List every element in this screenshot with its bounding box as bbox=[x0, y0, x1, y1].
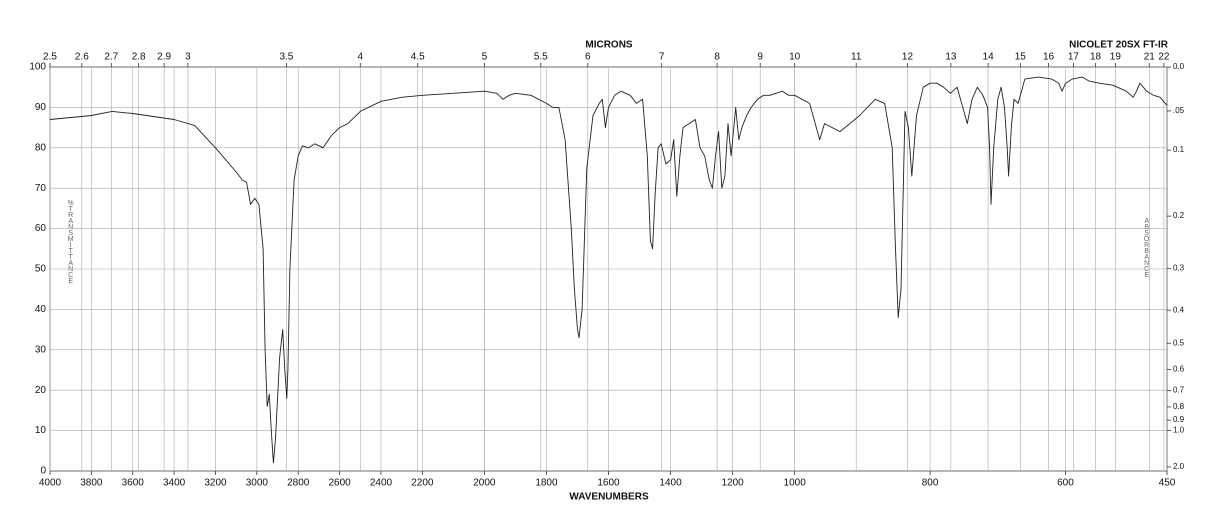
x-tick-label: 1800 bbox=[535, 478, 558, 489]
spectrum-line bbox=[49, 76, 1168, 464]
x2-tick-label: 2.5 bbox=[43, 52, 57, 63]
x2-tick-label: 21 bbox=[1144, 52, 1156, 63]
x2-tick-label: 2.6 bbox=[75, 52, 89, 63]
x2-tick-label: 18 bbox=[1090, 52, 1102, 63]
x-tick-label: 600 bbox=[1057, 478, 1074, 489]
y2-tick-label: 0.3 bbox=[1173, 264, 1185, 273]
x2-tick-label: 3 bbox=[185, 52, 191, 63]
x2-tick-label: 2.9 bbox=[157, 52, 171, 63]
x2-tick-label: 22 bbox=[1158, 52, 1170, 63]
x2-tick-label: 3.5 bbox=[279, 52, 293, 63]
x2-tick-label: 8 bbox=[714, 52, 720, 63]
x2-tick-label: 16 bbox=[1043, 52, 1055, 63]
x-tick-label: 2000 bbox=[473, 478, 496, 489]
x-tick-label: 2200 bbox=[411, 478, 434, 489]
x-tick-label: 450 bbox=[1159, 478, 1176, 489]
x-axis-title: WAVENUMBERS bbox=[569, 492, 649, 503]
x-tick-label: 2400 bbox=[370, 478, 393, 489]
x-tick-label: 3400 bbox=[163, 478, 186, 489]
y-tick-label: 90 bbox=[35, 102, 47, 113]
x-tick-label: 3600 bbox=[122, 478, 145, 489]
x2-tick-label: 13 bbox=[945, 52, 957, 63]
y2-tick-label: 0.4 bbox=[1173, 305, 1185, 314]
x-tick-label: 1400 bbox=[659, 478, 682, 489]
y-tick-label: 0 bbox=[40, 466, 46, 477]
x-tick-label: 1600 bbox=[597, 478, 620, 489]
x-tick-label: 2600 bbox=[328, 478, 351, 489]
y2-tick-label: 0.9 bbox=[1173, 415, 1185, 424]
x-tick-label: 3200 bbox=[204, 478, 227, 489]
x2-tick-label: 4.5 bbox=[411, 52, 425, 63]
x2-axis-title: MICRONS bbox=[585, 40, 633, 51]
x2-tick-label: 9 bbox=[757, 52, 763, 63]
x2-tick-label: 19 bbox=[1110, 52, 1122, 63]
y2-tick-label: 0.6 bbox=[1173, 365, 1185, 374]
x2-tick-label: 2.8 bbox=[132, 52, 146, 63]
x2-tick-label: 2.7 bbox=[104, 52, 118, 63]
x-tick-label: 800 bbox=[922, 478, 939, 489]
x-tick-label: 1000 bbox=[784, 478, 807, 489]
y-tick-label: 20 bbox=[35, 385, 47, 396]
y2-tick-label: .05 bbox=[1173, 106, 1185, 115]
y2-tick-label: 2.0 bbox=[1173, 462, 1185, 471]
x-tick-label: 1200 bbox=[721, 478, 744, 489]
x2-tick-label: 17 bbox=[1068, 52, 1080, 63]
y2-tick-label: 0.5 bbox=[1173, 338, 1185, 347]
y2-tick-label: 0.1 bbox=[1173, 145, 1185, 154]
y2-tick-label: 1.0 bbox=[1173, 426, 1185, 435]
x2-tick-label: 15 bbox=[1015, 52, 1027, 63]
x-tick-label: 3800 bbox=[80, 478, 103, 489]
x-tick-label: 3000 bbox=[246, 478, 269, 489]
y-tick-label: 30 bbox=[35, 344, 47, 355]
x2-tick-label: 7 bbox=[659, 52, 665, 63]
x-tick-label: 4000 bbox=[39, 478, 62, 489]
y-tick-label: 60 bbox=[35, 223, 47, 234]
x-tick-label: 2800 bbox=[287, 478, 310, 489]
x2-tick-label: 5 bbox=[482, 52, 488, 63]
y-tick-label: 100 bbox=[29, 62, 46, 73]
y-axis-title: %TRANSMITTANCE bbox=[67, 200, 74, 284]
chart-title: NICOLET 20SX FT-IR bbox=[1069, 40, 1169, 51]
y-tick-label: 70 bbox=[35, 183, 47, 194]
x2-tick-label: 12 bbox=[902, 52, 914, 63]
x2-tick-label: 11 bbox=[851, 52, 862, 63]
y2-axis-title: ABSORBANCE bbox=[1143, 218, 1150, 278]
y2-tick-label: 0.2 bbox=[1173, 211, 1185, 220]
x2-tick-label: 14 bbox=[983, 52, 995, 63]
x2-tick-label: 6 bbox=[585, 52, 591, 63]
y-tick-label: 50 bbox=[35, 264, 47, 275]
y-tick-label: 40 bbox=[35, 304, 47, 315]
x2-tick-label: 5.5 bbox=[534, 52, 548, 63]
y-tick-label: 80 bbox=[35, 142, 47, 153]
x2-tick-label: 4 bbox=[357, 52, 363, 63]
y2-tick-label: 0.8 bbox=[1173, 402, 1185, 411]
y2-tick-label: 0.0 bbox=[1173, 62, 1185, 71]
y2-tick-label: 0.7 bbox=[1173, 386, 1185, 395]
y-tick-label: 10 bbox=[35, 425, 47, 436]
x2-tick-label: 10 bbox=[789, 52, 801, 63]
